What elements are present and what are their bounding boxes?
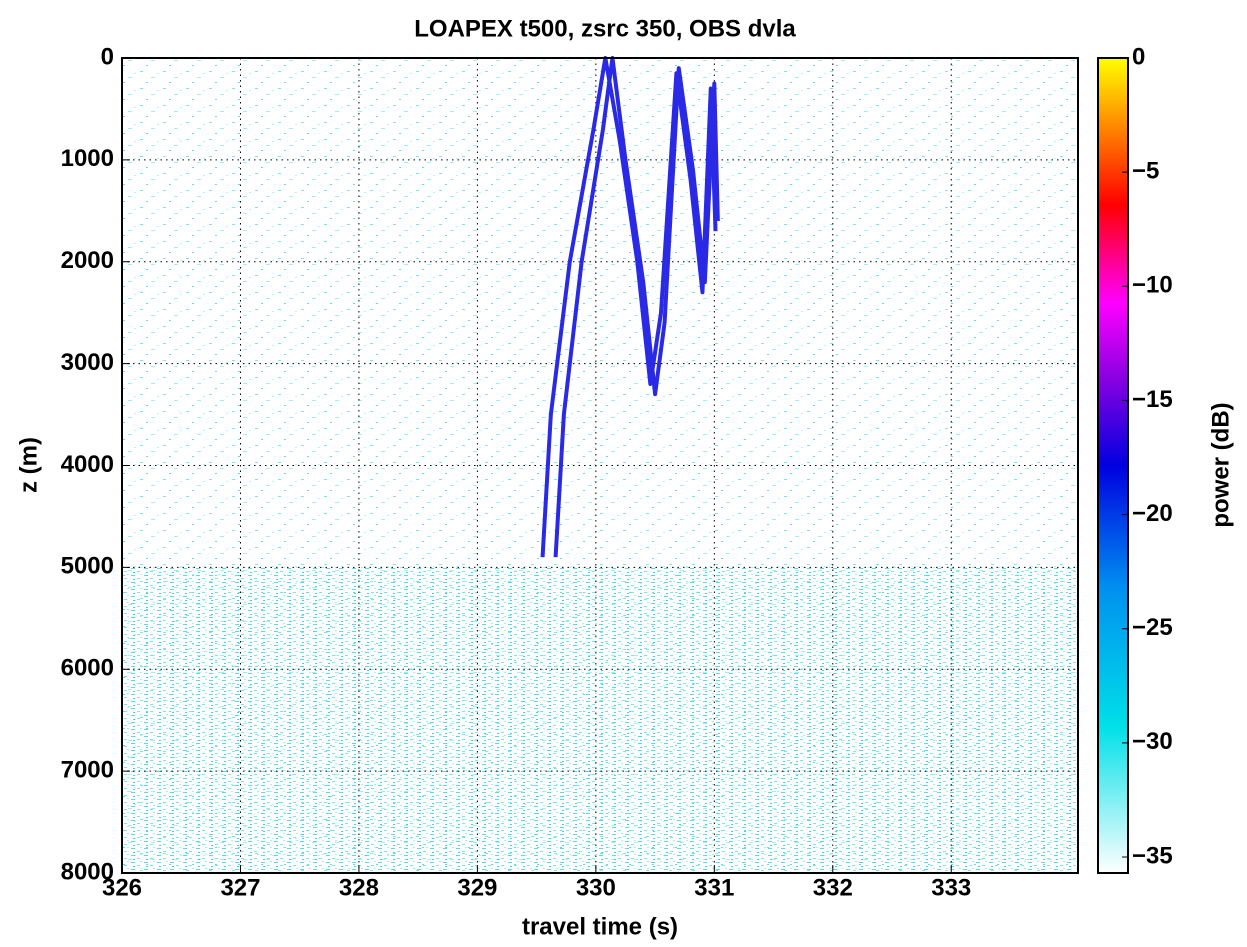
colorbar-tick-label: −30	[1132, 728, 1173, 755]
x-tick-label: 326	[102, 874, 142, 901]
x-tick-label: 330	[576, 874, 616, 901]
arrival-line	[553, 56, 720, 558]
colorbar-label: power (dB)	[1207, 402, 1234, 527]
plot-frame	[121, 57, 1079, 874]
y-tick-label: 6000	[61, 655, 114, 682]
chart-title: LOAPEX t500, zsrc 350, OBS dvla	[414, 15, 796, 42]
colorbar-tick-label: 0	[1132, 43, 1145, 70]
x-tick-label: 331	[694, 874, 734, 901]
y-tick-label: 5000	[61, 553, 114, 580]
x-tick-label: 332	[813, 874, 853, 901]
y-axis-label: z (m)	[15, 437, 42, 493]
x-axis-label: travel time (s)	[522, 913, 678, 940]
colorbar-tick-label: −25	[1132, 614, 1173, 641]
colorbar-tick-label: −20	[1132, 500, 1173, 527]
background-noise	[122, 567, 1078, 873]
y-tick-label: 8000	[61, 858, 114, 885]
y-tick-label: 4000	[61, 451, 114, 478]
y-tick-label: 7000	[61, 756, 114, 783]
colorbar-tick-label: −5	[1132, 157, 1159, 184]
x-tick-label: 328	[339, 874, 379, 901]
x-tick-label: 329	[457, 874, 497, 901]
y-tick-label: 3000	[61, 349, 114, 376]
colorbar-tick-label: −35	[1132, 842, 1173, 869]
x-tick-label: 327	[220, 874, 260, 901]
colorbar	[1098, 58, 1128, 873]
colorbar-frame	[1097, 57, 1129, 874]
y-tick-label: 1000	[61, 145, 114, 172]
arrival-line	[540, 56, 718, 558]
colorbar-tick-label: −10	[1132, 272, 1173, 299]
plot-area	[122, 58, 1078, 873]
x-tick-label: 333	[931, 874, 971, 901]
y-tick-label: 0	[101, 43, 114, 70]
colorbar-tick-label: −15	[1132, 386, 1173, 413]
y-tick-label: 2000	[61, 247, 114, 274]
